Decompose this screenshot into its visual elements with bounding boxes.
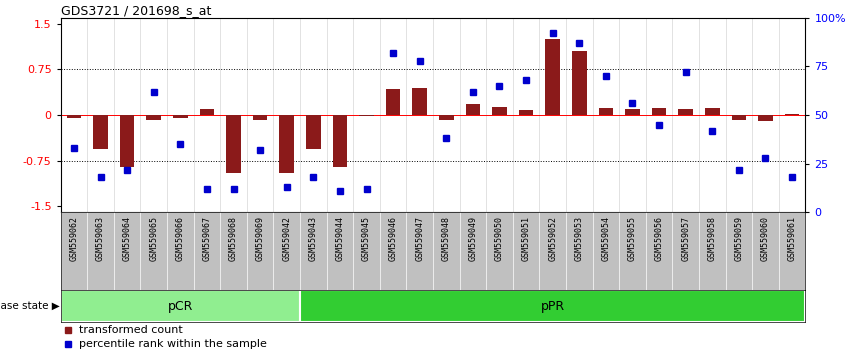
Text: GSM559054: GSM559054	[601, 216, 611, 261]
Text: pCR: pCR	[168, 300, 193, 313]
Text: disease state ▶: disease state ▶	[0, 301, 60, 311]
Bar	[306, 115, 320, 149]
Bar	[280, 115, 294, 173]
Text: GSM559069: GSM559069	[255, 216, 265, 261]
Bar	[120, 115, 134, 167]
Text: GSM559065: GSM559065	[149, 216, 158, 261]
Text: GSM559056: GSM559056	[655, 216, 663, 261]
Bar	[412, 88, 427, 115]
Bar	[546, 39, 560, 115]
Bar	[492, 107, 507, 115]
Bar	[385, 90, 400, 115]
Text: transformed count: transformed count	[80, 325, 183, 335]
Text: GSM559057: GSM559057	[682, 216, 690, 261]
Text: GSM559066: GSM559066	[176, 216, 184, 261]
Bar	[226, 115, 241, 173]
Bar	[758, 115, 772, 121]
Bar	[300, 290, 805, 322]
Text: GSM559053: GSM559053	[575, 216, 584, 261]
Bar	[146, 115, 161, 120]
Text: GSM559042: GSM559042	[282, 216, 291, 261]
Text: GSM559064: GSM559064	[123, 216, 132, 261]
Text: pPR: pPR	[540, 300, 565, 313]
Text: GSM559060: GSM559060	[761, 216, 770, 261]
Bar	[785, 114, 799, 115]
Bar	[439, 115, 454, 120]
Text: GSM559055: GSM559055	[628, 216, 637, 261]
Text: GSM559049: GSM559049	[469, 216, 477, 261]
Bar	[199, 109, 214, 115]
Bar	[253, 115, 268, 120]
Text: GSM559044: GSM559044	[335, 216, 345, 261]
Text: GSM559062: GSM559062	[69, 216, 79, 261]
Text: GSM559050: GSM559050	[495, 216, 504, 261]
Text: GSM559063: GSM559063	[96, 216, 105, 261]
Bar	[732, 115, 746, 120]
Bar	[94, 115, 108, 149]
Bar	[678, 109, 693, 115]
Bar	[173, 115, 188, 118]
Text: GSM559058: GSM559058	[708, 216, 717, 261]
Bar	[625, 109, 640, 115]
Bar	[705, 108, 720, 115]
Bar	[333, 115, 347, 167]
Bar	[359, 115, 374, 116]
Text: GSM559061: GSM559061	[787, 216, 797, 261]
Bar	[598, 108, 613, 115]
Bar	[466, 104, 481, 115]
Text: GSM559043: GSM559043	[309, 216, 318, 261]
Text: percentile rank within the sample: percentile rank within the sample	[80, 339, 267, 349]
Text: GSM559059: GSM559059	[734, 216, 743, 261]
Text: GSM559045: GSM559045	[362, 216, 371, 261]
Text: GSM559051: GSM559051	[521, 216, 531, 261]
Text: GSM559048: GSM559048	[442, 216, 451, 261]
Bar	[652, 108, 667, 115]
Text: GSM559046: GSM559046	[389, 216, 397, 261]
Bar	[67, 115, 81, 118]
Bar	[572, 51, 586, 115]
Text: GSM559067: GSM559067	[203, 216, 211, 261]
Text: GSM559047: GSM559047	[415, 216, 424, 261]
Bar	[519, 110, 533, 115]
Bar	[61, 290, 300, 322]
Text: GSM559068: GSM559068	[229, 216, 238, 261]
Text: GDS3721 / 201698_s_at: GDS3721 / 201698_s_at	[61, 4, 211, 17]
Text: GSM559052: GSM559052	[548, 216, 557, 261]
